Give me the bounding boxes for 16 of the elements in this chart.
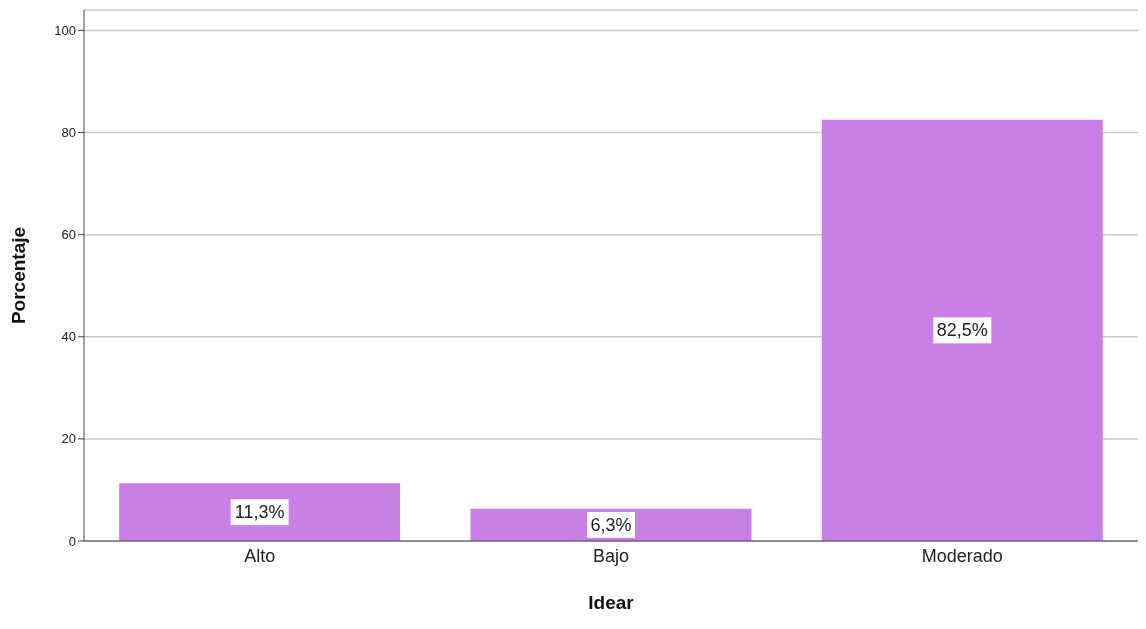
y-tick-label: 100	[54, 23, 76, 39]
y-tick-label: 0	[68, 533, 76, 549]
bar	[821, 119, 1103, 541]
y-tick-label: 80	[61, 125, 76, 141]
data-label: 82,5%	[936, 320, 988, 341]
x-tick-label: Moderado	[921, 545, 1003, 566]
x-axis-title: Idear	[588, 592, 635, 613]
y-tick-label: 60	[61, 227, 76, 243]
data-label: 6,3%	[590, 514, 632, 535]
y-axis-title: Porcentaje	[7, 226, 29, 325]
y-tick-label: 20	[61, 431, 76, 447]
y-tick-label: 40	[61, 329, 76, 345]
bar	[119, 483, 401, 541]
x-tick-label: Alto	[244, 545, 276, 566]
x-tick-label: Bajo	[592, 545, 630, 566]
data-label: 11,3%	[234, 502, 285, 523]
